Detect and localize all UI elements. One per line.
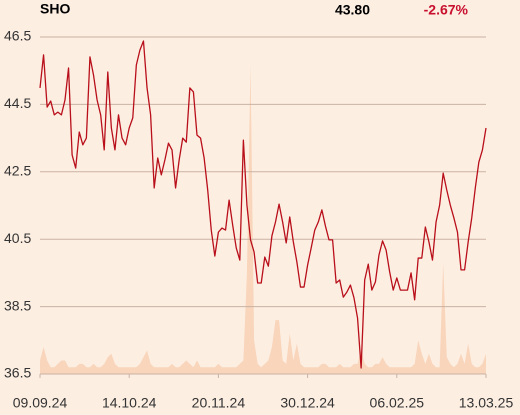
y-tick-label: 42.5 xyxy=(4,163,31,179)
x-tick-label: 14.10.24 xyxy=(102,395,157,411)
y-tick-label: 38.5 xyxy=(4,297,31,313)
x-tick-label: 06.02.25 xyxy=(370,395,425,411)
y-tick-label: 44.5 xyxy=(4,95,31,111)
y-tick-label: 40.5 xyxy=(4,230,31,246)
price-line xyxy=(39,40,487,369)
change: -2.67% xyxy=(424,2,469,18)
x-tick-label: 20.11.24 xyxy=(192,395,246,411)
x-tick-label: 09.09.24 xyxy=(13,395,68,411)
price: 43.80 xyxy=(335,2,370,18)
y-tick-label: 46.5 xyxy=(4,28,31,44)
symbol: SHO xyxy=(40,1,70,17)
x-tick-label: 30.12.24 xyxy=(280,395,335,411)
x-tick-label: 13.03.25 xyxy=(459,395,514,411)
y-tick-label: 36.5 xyxy=(4,365,31,381)
volume-area xyxy=(40,63,486,375)
